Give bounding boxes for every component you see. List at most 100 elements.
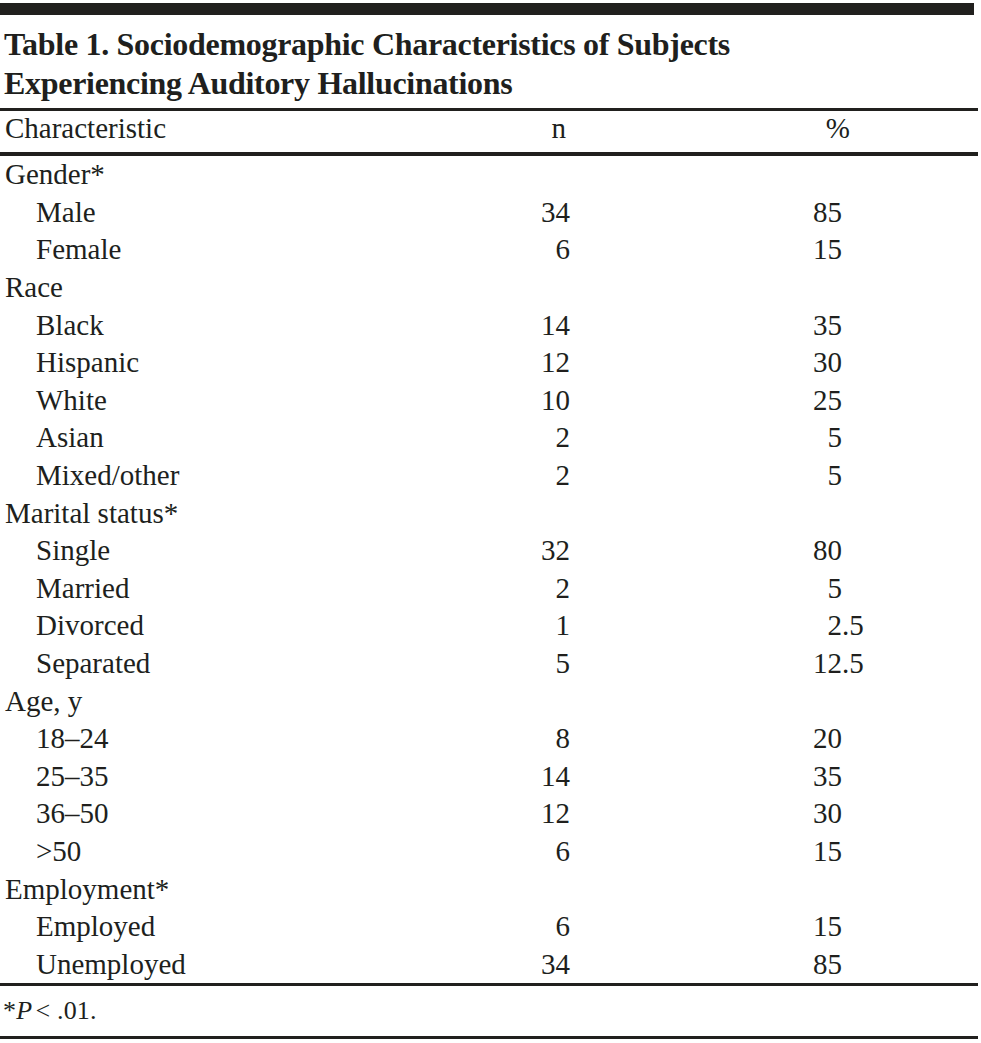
- row-label: Employment*: [0, 870, 420, 908]
- bottom-rule: [0, 1036, 978, 1039]
- row-spacer: [870, 908, 978, 946]
- table-row: Marital status*: [0, 494, 978, 532]
- table-row: Single 32 80: [0, 532, 978, 570]
- row-spacer: [870, 306, 978, 344]
- row-spacer: [870, 945, 978, 983]
- row-n-value: 2: [420, 419, 570, 457]
- row-label: Hispanic: [0, 344, 420, 382]
- table-row: Unemployed 34 85: [0, 945, 978, 983]
- row-n-value: 14: [420, 758, 570, 796]
- row-spacer: [870, 570, 978, 608]
- row-n-value: 5: [420, 645, 570, 683]
- row-n-value: 32: [420, 532, 570, 570]
- table-row: Separated 5 12 .5: [0, 645, 978, 683]
- row-percent-value: [570, 682, 842, 720]
- row-spacer: [870, 720, 978, 758]
- row-spacer: [870, 382, 978, 420]
- row-percent-value: 30: [570, 344, 842, 382]
- row-label: Divorced: [0, 607, 420, 645]
- row-percent-fraction: [842, 682, 870, 720]
- table-row: Asian 2 5: [0, 419, 978, 457]
- row-label: Female: [0, 231, 420, 269]
- row-percent-fraction: [842, 795, 870, 833]
- row-percent-fraction: [842, 344, 870, 382]
- row-percent-fraction: [842, 720, 870, 758]
- row-n-value: 2: [420, 457, 570, 495]
- row-label: >50: [0, 833, 420, 871]
- row-percent-value: 15: [570, 833, 842, 871]
- table-row: Hispanic 12 30: [0, 344, 978, 382]
- table-row: Female 6 15: [0, 231, 978, 269]
- row-percent-fraction: [842, 870, 870, 908]
- row-label: Married: [0, 570, 420, 608]
- table-row: Employed 6 15: [0, 908, 978, 946]
- row-label: Separated: [0, 645, 420, 683]
- row-percent-value: 5: [570, 457, 842, 495]
- row-label: Gender*: [0, 154, 420, 194]
- row-spacer: [870, 154, 978, 194]
- row-n-value: [420, 269, 570, 307]
- row-percent-fraction: [842, 945, 870, 983]
- row-spacer: [870, 870, 978, 908]
- row-percent-value: 85: [570, 194, 842, 232]
- row-spacer: [870, 344, 978, 382]
- row-percent-fraction: [842, 570, 870, 608]
- row-label: Male: [0, 194, 420, 232]
- row-percent-fraction: [842, 231, 870, 269]
- row-n-value: 10: [420, 382, 570, 420]
- row-spacer: [870, 532, 978, 570]
- row-n-value: 6: [420, 231, 570, 269]
- characteristics-table: Characteristic n % Gender* Male 34 85: [0, 111, 978, 983]
- row-percent-fraction: [842, 532, 870, 570]
- column-header-n: n: [420, 111, 570, 154]
- row-label: Age, y: [0, 682, 420, 720]
- table-row: 18–24 8 20: [0, 720, 978, 758]
- table-title-line-2: Experiencing Auditory Hallucinations: [4, 64, 964, 103]
- row-label: Employed: [0, 908, 420, 946]
- table-row: Age, y: [0, 682, 978, 720]
- table-row: Employment*: [0, 870, 978, 908]
- row-spacer: [870, 419, 978, 457]
- row-label: Asian: [0, 419, 420, 457]
- row-n-value: [420, 494, 570, 532]
- row-percent-value: 35: [570, 306, 842, 344]
- row-percent-value: [570, 269, 842, 307]
- row-spacer: [870, 457, 978, 495]
- row-label: Black: [0, 306, 420, 344]
- row-percent-value: [570, 494, 842, 532]
- column-header-characteristic: Characteristic: [0, 111, 420, 154]
- row-n-value: 2: [420, 570, 570, 608]
- row-percent-value: [570, 154, 842, 194]
- table-body: Gender* Male 34 85 Female 6 15: [0, 154, 978, 983]
- row-label: Race: [0, 269, 420, 307]
- row-percent-value: 30: [570, 795, 842, 833]
- table-row: Black 14 35: [0, 306, 978, 344]
- row-percent-fraction: .5: [842, 607, 870, 645]
- row-percent-value: 15: [570, 908, 842, 946]
- table-row: >50 6 15: [0, 833, 978, 871]
- row-n-value: 6: [420, 833, 570, 871]
- row-percent-fraction: [842, 382, 870, 420]
- row-percent-fraction: [842, 833, 870, 871]
- header-spacer: [870, 111, 978, 154]
- row-spacer: [870, 682, 978, 720]
- table-title: Table 1. Sociodemographic Characteristic…: [4, 25, 964, 103]
- row-percent-value: 5: [570, 419, 842, 457]
- paper-table-page: Table 1. Sociodemographic Characteristic…: [0, 0, 981, 1043]
- row-n-value: 1: [420, 607, 570, 645]
- row-percent-fraction: .5: [842, 645, 870, 683]
- row-label: Marital status*: [0, 494, 420, 532]
- row-percent-fraction: [842, 269, 870, 307]
- row-percent-fraction: [842, 194, 870, 232]
- row-percent-fraction: [842, 419, 870, 457]
- row-percent-fraction: [842, 154, 870, 194]
- row-spacer: [870, 269, 978, 307]
- table-header: Characteristic n %: [0, 111, 978, 154]
- footnote-p-symbol: P: [16, 996, 32, 1025]
- row-label: Mixed/other: [0, 457, 420, 495]
- row-spacer: [870, 194, 978, 232]
- row-label: 36–50: [0, 795, 420, 833]
- row-spacer: [870, 833, 978, 871]
- row-percent-fraction: [842, 494, 870, 532]
- row-percent-value: 80: [570, 532, 842, 570]
